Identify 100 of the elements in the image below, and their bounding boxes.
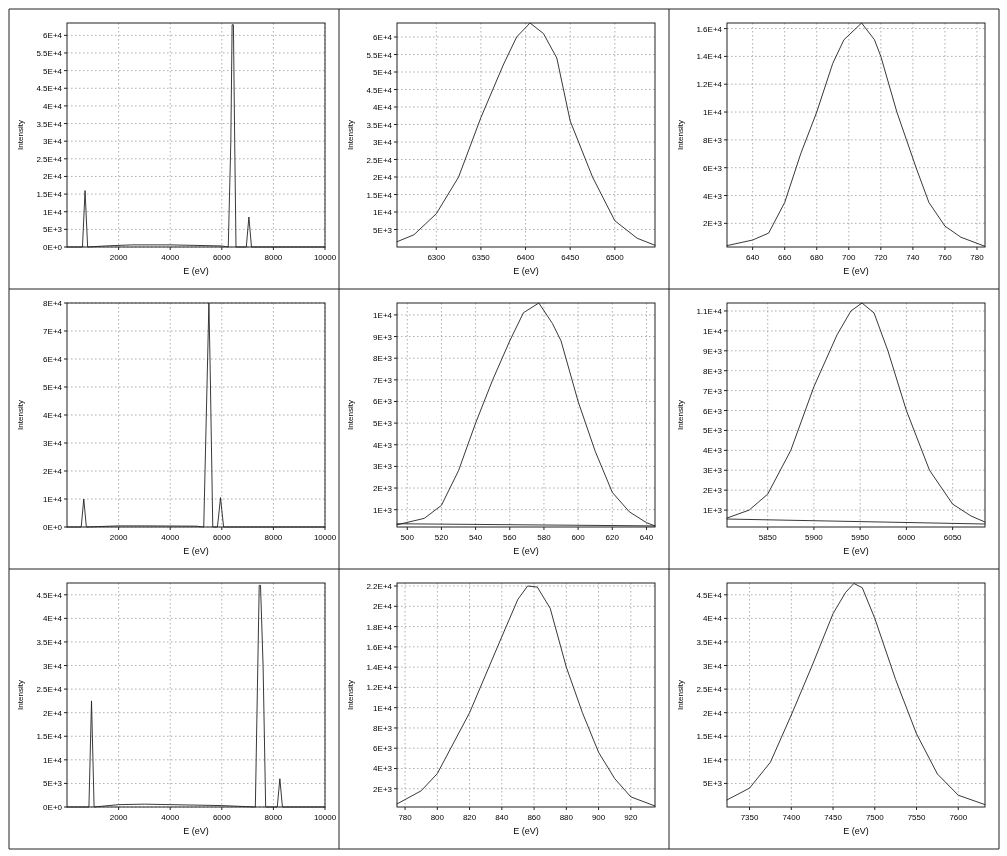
x-tick-label: 2000 [109,253,129,262]
x-tick-label: 780 [970,253,985,262]
y-tick-label: 5E+3 [43,225,63,235]
x-tick-label: 6000 [897,533,916,542]
y-tick-label: 5E+3 [703,426,723,436]
y-tick-label: 7E+3 [373,375,393,385]
y-tick-label: 3.5E+4 [696,637,723,647]
x-tick-label: 660 [778,253,792,262]
x-tick-label: 580 [537,533,552,542]
x-tick-label: 8000 [264,253,283,262]
x-tick-label: 4000 [161,533,180,542]
y-tick-label: 5E+4 [373,68,393,77]
y-tick-label: 4.5E+4 [36,590,63,600]
y-tick-label: 4E+3 [703,191,723,201]
y-tick-label: 0E+0 [43,803,63,812]
y-tick-label: 4.5E+4 [366,85,393,95]
y-tick-label: 1.4E+4 [696,52,723,62]
y-tick-label: 1E+4 [43,755,63,765]
x-tick-label: 5900 [805,533,824,542]
x-tick-label: 6000 [212,813,232,822]
y-tick-label: 4E+4 [43,411,63,420]
y-tick-label: 0E+0 [43,243,63,252]
x-tick-label: 6300 [427,253,446,262]
y-tick-label: 2E+3 [703,219,723,229]
x-tick-label: 520 [434,533,449,542]
y-tick-label: 6E+3 [373,397,393,407]
y-tick-label: 6E+4 [43,355,63,364]
x-tick-label: 8000 [264,533,283,542]
y-tick-label: 5E+3 [43,779,63,789]
y-tick-label: 2E+4 [373,602,393,612]
y-tick-label: 2E+4 [43,172,63,182]
x-tick-label: 7550 [907,813,926,822]
y-tick-label: 3E+4 [43,661,63,671]
y-tick-label: 2E+3 [373,484,393,494]
y-tick-label: 1E+4 [703,108,723,118]
x-tick-label: 560 [503,533,517,542]
x-tick-label: 880 [559,813,574,822]
x-tick-label: 5850 [758,533,778,542]
y-tick-label: 1.5E+4 [366,190,393,200]
y-axis-title: Intensity [676,120,685,150]
x-tick-label: 700 [842,253,857,262]
y-tick-label: 4E+4 [43,101,63,111]
y-tick-label: 1E+4 [373,310,393,320]
x-tick-label: 7400 [782,813,801,822]
y-tick-label: 2E+4 [43,467,63,476]
x-tick-label: 620 [605,533,620,542]
y-tick-label: 3E+4 [703,661,723,671]
y-tick-label: 5E+3 [703,779,723,789]
y-tick-label: 8E+3 [703,135,723,145]
x-tick-label: 820 [462,813,477,822]
x-axis-title: E (eV) [513,546,539,556]
y-tick-label: 8E+3 [373,354,393,364]
y-tick-label: 1E+4 [43,495,63,504]
x-tick-label: 6450 [561,253,580,262]
y-tick-label: 5.5E+4 [366,50,393,60]
y-tick-label: 6E+3 [373,744,393,754]
y-tick-label: 2E+3 [703,486,723,496]
y-tick-label: 5E+3 [373,225,393,235]
y-tick-label: 7E+4 [43,327,63,336]
y-tick-label: 4.5E+4 [696,590,723,600]
x-axis-title: E (eV) [183,826,209,836]
y-tick-label: 4E+4 [373,103,393,112]
y-tick-label: 2.5E+4 [366,155,393,165]
x-tick-label: 7500 [865,813,885,822]
y-tick-label: 6E+3 [703,163,723,173]
x-tick-label: 540 [468,533,483,542]
x-tick-label: 780 [398,813,413,822]
y-axis-title: Intensity [676,680,685,710]
y-tick-label: 1E+4 [373,703,393,713]
y-tick-label: 2.2E+4 [366,582,393,592]
y-axis-title: Intensity [346,400,355,430]
x-tick-label: 800 [430,813,445,822]
y-tick-label: 4E+4 [703,614,723,624]
y-tick-label: 2E+4 [703,708,723,718]
x-tick-label: 4000 [161,813,180,822]
x-tick-label: 7450 [824,813,843,822]
y-tick-label: 2E+4 [373,173,393,182]
y-tick-label: 3.5E+4 [36,119,63,129]
x-axis-title: E (eV) [843,826,869,836]
y-tick-label: 1E+4 [703,755,723,765]
y-tick-label: 2E+3 [373,784,393,794]
x-axis-title: E (eV) [183,546,209,556]
y-tick-label: 7E+3 [703,386,723,396]
x-tick-label: 6500 [605,253,625,262]
y-tick-label: 3.5E+4 [366,120,393,130]
y-tick-label: 4E+3 [703,446,723,456]
x-tick-label: 600 [571,533,586,542]
y-tick-label: 3E+4 [373,138,393,147]
y-tick-label: 0E+0 [43,523,63,532]
x-tick-label: 8000 [264,813,283,822]
y-tick-label: 4E+4 [43,614,63,624]
x-axis-title: E (eV) [513,826,539,836]
y-tick-label: 5E+4 [43,66,63,76]
y-tick-label: 3E+3 [703,466,723,476]
x-tick-label: 10000 [313,253,337,262]
x-tick-label: 640 [745,253,760,262]
y-tick-label: 1.1E+4 [696,306,723,316]
y-tick-label: 2E+4 [43,708,63,718]
x-tick-label: 10000 [313,813,337,822]
y-tick-label: 1.6E+4 [366,642,393,652]
